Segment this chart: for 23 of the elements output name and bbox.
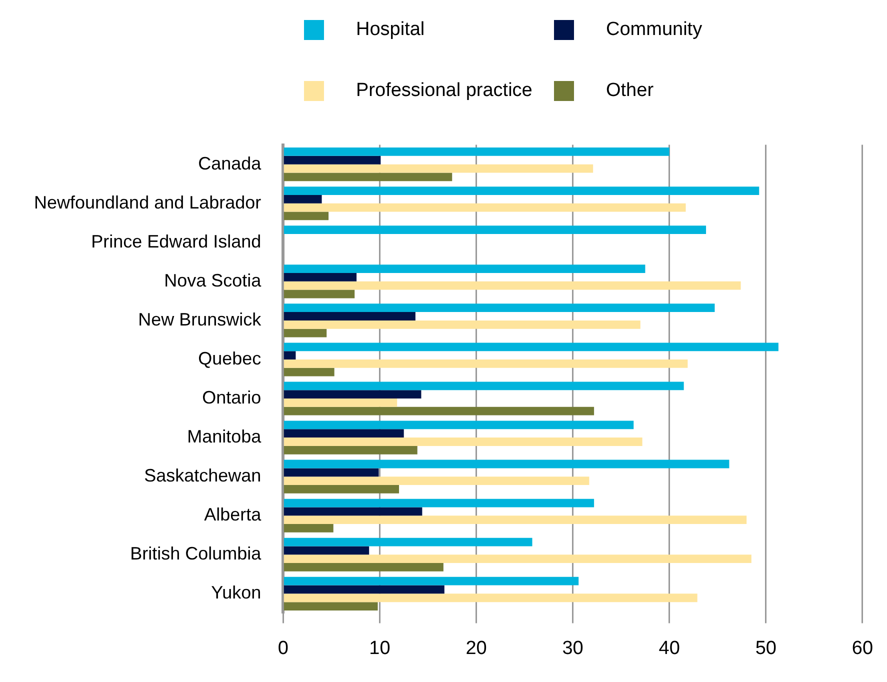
legend-label: Other <box>606 80 654 102</box>
x-tick-label: 40 <box>658 638 680 659</box>
y-tick-label: British Columbia <box>130 544 262 564</box>
y-tick-label: Newfoundland and Labrador <box>34 192 262 212</box>
y-tick-label: Prince Edward Island <box>91 231 262 252</box>
y-tick-label: Quebec <box>198 348 262 368</box>
legend-label: Professional practice <box>356 80 532 102</box>
x-tick-label: 30 <box>562 638 584 659</box>
y-tick-label: Ontario <box>202 387 262 408</box>
x-tick-label: 20 <box>466 638 487 659</box>
y-tick-label: Yukon <box>211 582 262 603</box>
y-tick-label: Saskatchewan <box>144 466 262 486</box>
legend-label: Community <box>606 18 702 40</box>
x-tick-label: 50 <box>755 638 776 659</box>
y-tick-label: New Brunswick <box>138 309 262 330</box>
y-tick-label: Canada <box>198 153 262 174</box>
x-tick-label: 60 <box>852 638 874 659</box>
y-tick-label: Alberta <box>204 504 262 525</box>
x-tick-label: 10 <box>369 638 390 659</box>
x-tick-label: 0 <box>278 638 288 659</box>
y-tick-label: Manitoba <box>187 426 262 447</box>
y-tick-label: Nova Scotia <box>164 270 262 290</box>
legend-label: Hospital <box>356 18 425 40</box>
